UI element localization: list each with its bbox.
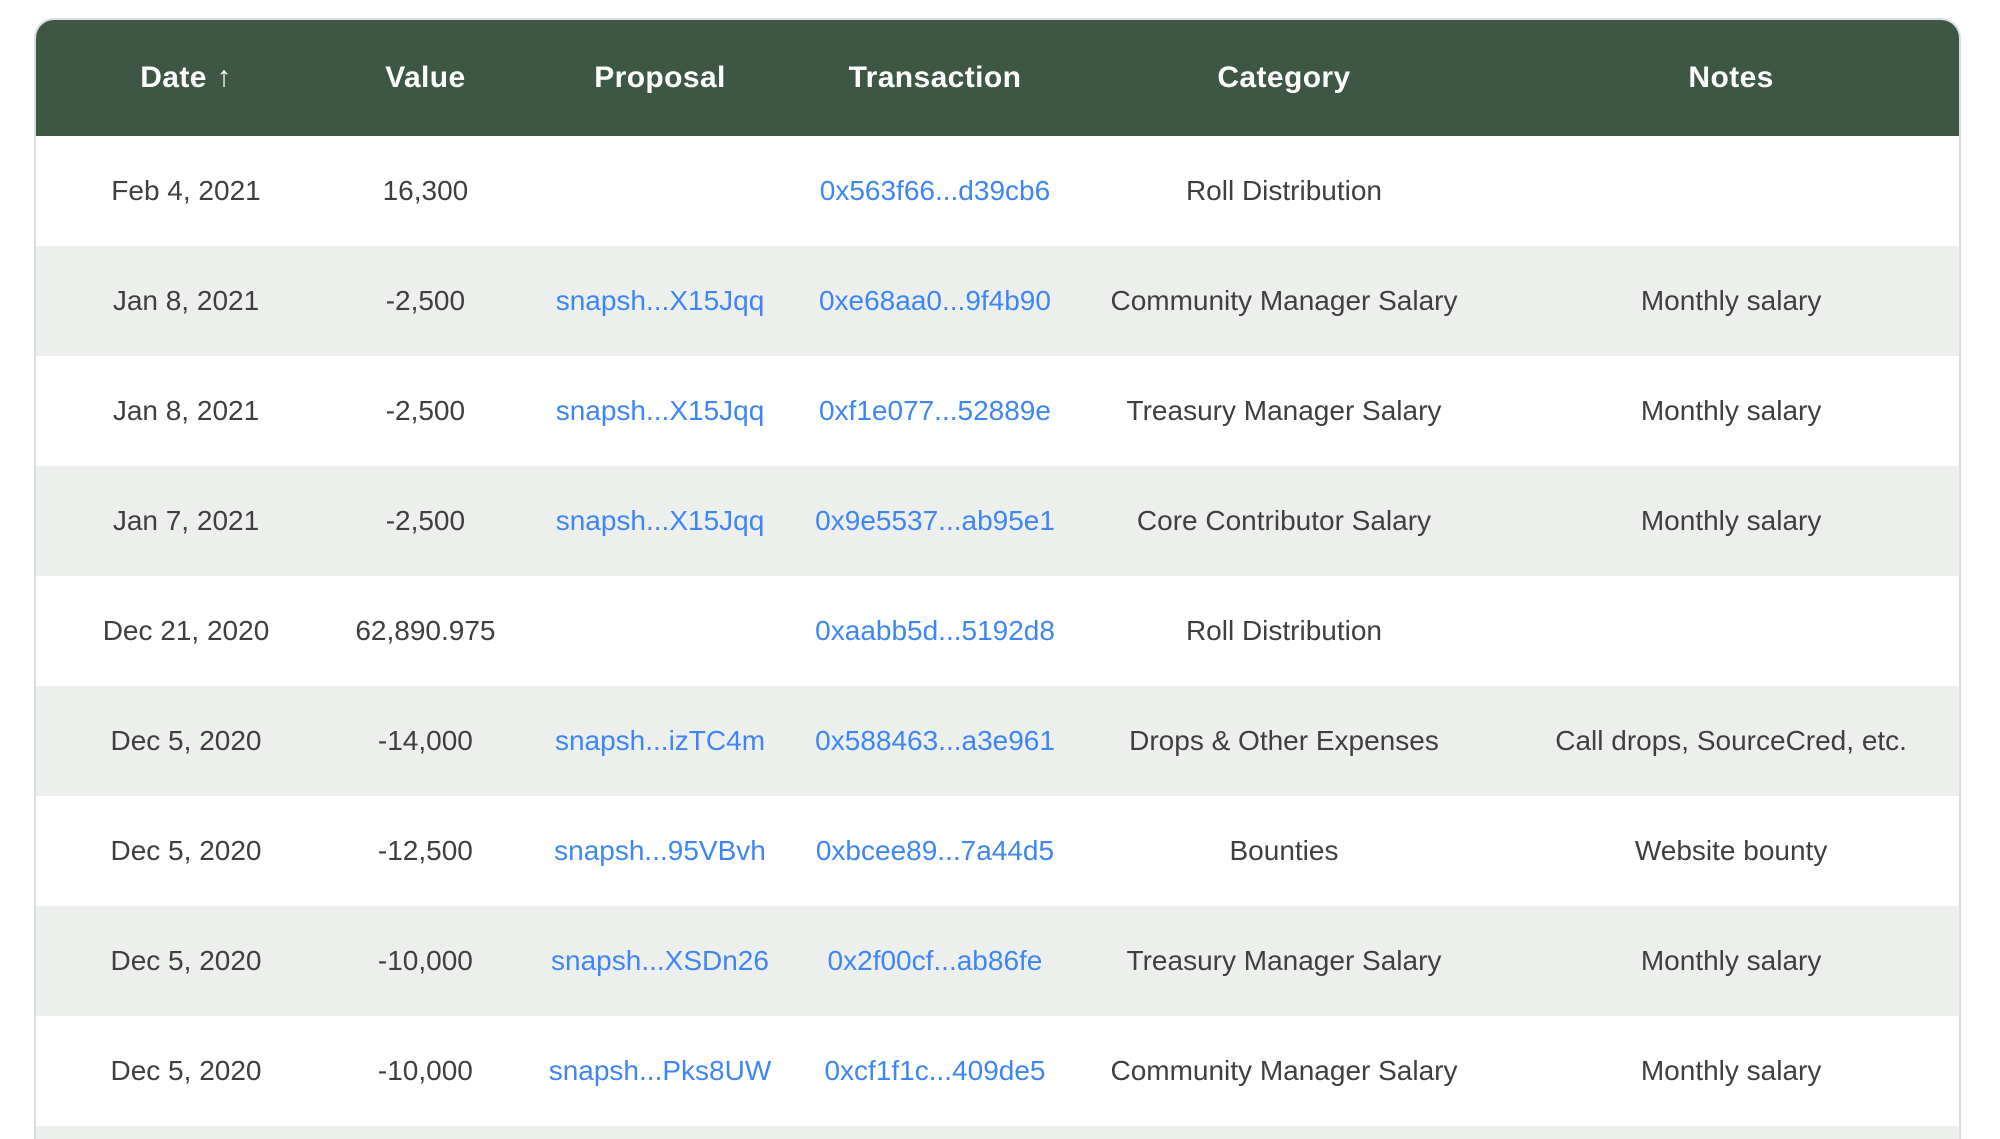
column-header-notes[interactable]: Notes <box>1503 20 1959 136</box>
cell-transaction: 0xe68aa0...9f4b90 <box>805 246 1065 356</box>
cell-category: Community Manager Salary <box>1110 285 1458 316</box>
cell-notes <box>1503 1126 1959 1139</box>
cell-transaction: 0xf1e077...52889e <box>805 356 1065 466</box>
table-row: Dec 5, 2020 -12,500 snapsh...95VBvh 0xbc… <box>36 796 1959 906</box>
proposal-link[interactable]: snapsh...Pks8UW <box>548 1055 772 1086</box>
cell-value: -10,000 <box>377 1055 473 1086</box>
cell-date: Dec 5, 2020 <box>110 835 262 866</box>
proposal-link[interactable]: snapsh...X15Jqq <box>555 395 765 426</box>
cell-value: -14,000 <box>377 725 473 756</box>
cell-proposal: snapsh...X15Jqq <box>515 466 805 576</box>
cell-category: Roll Distribution <box>1185 175 1383 206</box>
cell-category: Treasury Manager Salary <box>1126 395 1442 426</box>
cell-value: -12,500 <box>377 835 473 866</box>
proposal-link[interactable]: snapsh...XSDn26 <box>551 945 769 976</box>
table-row: Jan 8, 2021 -2,500 snapsh...X15Jqq 0xf1e… <box>36 356 1959 466</box>
column-header-proposal[interactable]: Proposal <box>514 20 806 136</box>
cell-proposal: snapsh...95VBvh <box>515 796 805 906</box>
cell-category: Roll Distribution <box>1185 615 1383 646</box>
cell-date: Jan 8, 2021 <box>112 285 260 316</box>
cell-proposal: snapsh...X15Jqq <box>515 246 805 356</box>
cell-value: 62,890.975 <box>355 615 496 646</box>
table-row: Dec 5, 2020 -10,000 snapsh...XSDn26 0x2f… <box>36 906 1959 1016</box>
transaction-link[interactable]: 0xbcee89...7a44d5 <box>815 835 1055 866</box>
table-row: Dec 5, 2020 -14,000 snapsh...izTC4m 0x58… <box>36 686 1959 796</box>
transaction-link[interactable]: 0xaabb5d...5192d8 <box>815 615 1055 646</box>
cell-value: -10,000 <box>377 945 473 976</box>
cell-notes: Website bounty <box>1634 835 1828 866</box>
cell-proposal: snapsh...Pks8UW <box>515 1016 805 1126</box>
proposal-link[interactable]: snapsh...X15Jqq <box>555 505 765 536</box>
sort-ascending-icon: ↑ <box>216 61 232 93</box>
cell-proposal <box>515 1126 805 1139</box>
table-header: Date ↑ Value Proposal Transaction Categor… <box>36 20 1959 136</box>
table-row <box>36 1126 1959 1139</box>
table-row: Dec 5, 2020 -10,000 snapsh...Pks8UW 0xcf… <box>36 1016 1959 1126</box>
cell-notes: Monthly salary <box>1640 505 1822 536</box>
cell-date: Feb 4, 2021 <box>111 175 261 206</box>
cell-category: Treasury Manager Salary <box>1126 945 1442 976</box>
transaction-link[interactable]: 0x2f00cf...ab86fe <box>827 945 1043 976</box>
cell-date: Dec 5, 2020 <box>110 1055 262 1086</box>
transactions-table-card: Date ↑ Value Proposal Transaction Categor… <box>34 18 1961 1139</box>
table-row: Jan 7, 2021 -2,500 snapsh...X15Jqq 0x9e5… <box>36 466 1959 576</box>
cell-proposal: snapsh...izTC4m <box>515 686 805 796</box>
transaction-link[interactable]: 0x9e5537...ab95e1 <box>815 505 1055 536</box>
cell-proposal: snapsh...X15Jqq <box>515 356 805 466</box>
cell-transaction: 0x563f66...d39cb6 <box>805 136 1065 246</box>
table-body: Feb 4, 2021 16,300 0x563f66...d39cb6 Rol… <box>36 136 1959 1139</box>
cell-transaction: 0xaabb5d...5192d8 <box>805 576 1065 686</box>
cell-date: Dec 5, 2020 <box>110 725 262 756</box>
cell-transaction: 0xcf1f1c...409de5 <box>805 1016 1065 1126</box>
table-row: Feb 4, 2021 16,300 0x563f66...d39cb6 Rol… <box>36 136 1959 246</box>
column-header-date-label: Date <box>140 61 207 94</box>
cell-category <box>1065 1126 1503 1139</box>
transaction-link[interactable]: 0xe68aa0...9f4b90 <box>818 285 1051 316</box>
cell-notes <box>1503 576 1959 686</box>
transaction-link[interactable]: 0x588463...a3e961 <box>815 725 1055 756</box>
cell-proposal: snapsh...XSDn26 <box>515 906 805 1016</box>
cell-transaction <box>805 1126 1065 1139</box>
table-row: Dec 21, 2020 62,890.975 0xaabb5d...5192d… <box>36 576 1959 686</box>
transaction-link[interactable]: 0xf1e077...52889e <box>818 395 1051 426</box>
cell-proposal <box>515 576 805 686</box>
cell-notes: Monthly salary <box>1640 945 1822 976</box>
cell-value: 16,300 <box>382 175 469 206</box>
proposal-link[interactable]: snapsh...izTC4m <box>554 725 766 756</box>
cell-value: -2,500 <box>385 395 466 426</box>
cell-date: Jan 8, 2021 <box>112 395 260 426</box>
cell-notes: Monthly salary <box>1640 395 1822 426</box>
transactions-table: Date ↑ Value Proposal Transaction Categor… <box>36 20 1959 1139</box>
proposal-link[interactable]: snapsh...95VBvh <box>554 835 766 866</box>
cell-category: Community Manager Salary <box>1110 1055 1458 1086</box>
cell-category: Core Contributor Salary <box>1136 505 1432 536</box>
cell-notes: Monthly salary <box>1640 1055 1822 1086</box>
cell-category: Bounties <box>1229 835 1339 866</box>
cell-category: Drops & Other Expenses <box>1129 725 1439 756</box>
cell-transaction: 0xbcee89...7a44d5 <box>805 796 1065 906</box>
column-header-date[interactable]: Date ↑ <box>36 20 336 136</box>
cell-transaction: 0x588463...a3e961 <box>805 686 1065 796</box>
cell-date: Jan 7, 2021 <box>112 505 260 536</box>
transaction-link[interactable]: 0xcf1f1c...409de5 <box>824 1055 1046 1086</box>
cell-notes: Monthly salary <box>1640 285 1822 316</box>
cell-value: -2,500 <box>385 285 466 316</box>
cell-notes: Call drops, SourceCred, etc. <box>1555 725 1907 756</box>
table-row: Jan 8, 2021 -2,500 snapsh...X15Jqq 0xe68… <box>36 246 1959 356</box>
transaction-link[interactable]: 0x563f66...d39cb6 <box>819 175 1051 206</box>
cell-transaction: 0x9e5537...ab95e1 <box>805 466 1065 576</box>
cell-transaction: 0x2f00cf...ab86fe <box>805 906 1065 1016</box>
column-header-value[interactable]: Value <box>335 20 515 136</box>
cell-date <box>36 1126 336 1139</box>
cell-date: Dec 21, 2020 <box>102 615 270 646</box>
cell-date: Dec 5, 2020 <box>110 945 262 976</box>
proposal-link[interactable]: snapsh...X15Jqq <box>555 285 765 316</box>
cell-proposal <box>515 136 805 246</box>
cell-value <box>336 1126 515 1139</box>
column-header-transaction[interactable]: Transaction <box>805 20 1065 136</box>
cell-value: -2,500 <box>385 505 466 536</box>
column-header-category[interactable]: Category <box>1064 20 1504 136</box>
cell-notes <box>1503 136 1959 246</box>
